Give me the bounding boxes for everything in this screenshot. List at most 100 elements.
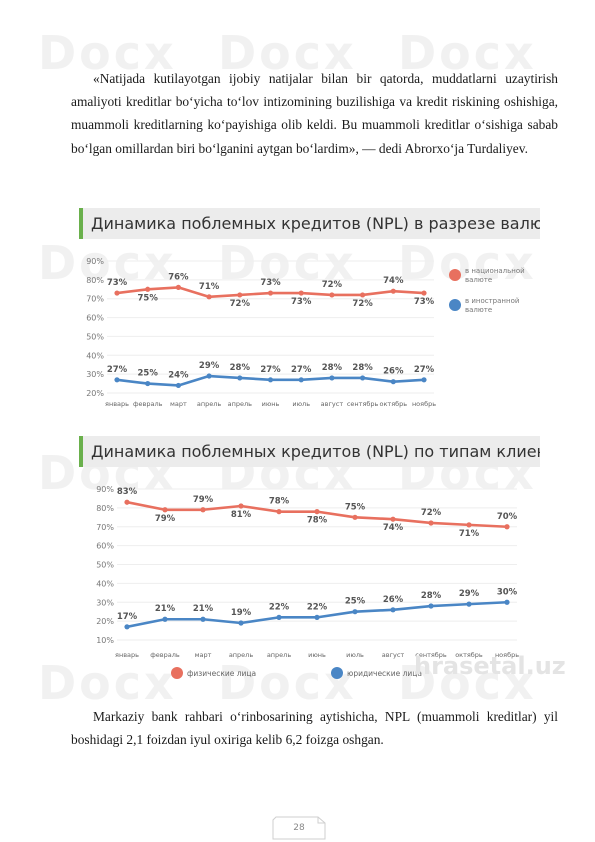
y-tick-label: 60% [86, 314, 104, 323]
data-label: 71% [459, 529, 480, 539]
data-label: 78% [307, 516, 328, 526]
data-point [504, 599, 510, 605]
chart-npl-by-currency: Динамика поблемных кредитов (NPL) в разр… [79, 208, 540, 412]
chart-npl-by-client: Динамика поблемных кредитов (NPL) по тип… [79, 436, 540, 682]
data-label: 72% [322, 280, 343, 290]
data-label: 71% [199, 282, 220, 292]
data-point [238, 503, 244, 509]
data-label: 28% [352, 363, 373, 373]
data-label: 27% [107, 365, 128, 375]
y-tick-label: 80% [96, 504, 114, 513]
y-tick-label: 90% [96, 485, 114, 494]
data-label: 29% [459, 589, 480, 599]
data-point [237, 292, 243, 298]
data-point [466, 601, 472, 607]
x-tick-label: сентябрь [415, 651, 447, 659]
data-point [276, 614, 282, 620]
data-point [124, 624, 130, 630]
data-label: 27% [414, 365, 435, 375]
x-tick-label: февраль [150, 651, 180, 659]
data-point [145, 380, 151, 387]
y-tick-label: 70% [86, 295, 104, 304]
x-tick-label: январь [115, 651, 139, 659]
data-point [504, 524, 510, 530]
x-tick-label: март [170, 400, 187, 408]
data-point [200, 507, 206, 513]
y-tick-label: 30% [86, 370, 104, 379]
data-point [267, 290, 274, 296]
x-tick-label: январь [105, 400, 129, 408]
data-point [421, 377, 427, 383]
y-tick-label: 20% [96, 617, 114, 626]
data-point [124, 499, 130, 505]
data-label: 74% [383, 523, 404, 533]
data-point [238, 620, 244, 626]
data-point [390, 288, 396, 294]
legend-label: валюте [465, 306, 492, 314]
data-label: 72% [421, 508, 442, 518]
data-label: 72% [352, 299, 373, 309]
data-label: 25% [138, 369, 159, 379]
legend-label: юридические лица [347, 669, 422, 678]
data-label: 25% [345, 597, 366, 607]
y-tick-label: 30% [96, 598, 114, 607]
body-paragraph: «Natijada kutilayotgan ijobiy natijalar … [71, 71, 558, 156]
data-label: 21% [155, 604, 176, 614]
x-tick-label: август [382, 651, 405, 659]
data-point [390, 379, 396, 385]
data-point [175, 284, 181, 290]
x-tick-label: сентябрь [347, 400, 379, 408]
data-point [206, 294, 212, 300]
data-point [206, 373, 212, 379]
x-tick-label: февраль [133, 400, 163, 408]
y-tick-label: 40% [96, 579, 114, 588]
data-point [145, 286, 151, 292]
x-tick-label: октябрь [380, 400, 408, 408]
data-point [329, 375, 335, 381]
page-number: 28 [293, 823, 305, 833]
x-tick-label: апрель [197, 400, 222, 408]
data-point [114, 377, 120, 383]
x-tick-label: март [195, 651, 212, 659]
legend-label: в иностранной [465, 297, 519, 305]
y-tick-label: 70% [96, 523, 114, 532]
data-label: 22% [307, 602, 328, 612]
data-label: 72% [230, 299, 251, 309]
data-label: 27% [291, 365, 312, 375]
data-point [276, 509, 282, 515]
legend-label: физические лица [187, 669, 256, 678]
data-point [162, 616, 168, 622]
page-frame-icon [272, 816, 326, 840]
data-point [298, 290, 304, 296]
data-point [175, 382, 181, 389]
data-point [162, 507, 168, 513]
data-point [114, 290, 120, 296]
data-label: 28% [230, 363, 251, 373]
data-label: 73% [260, 278, 281, 288]
data-label: 26% [383, 367, 404, 377]
y-tick-label: 90% [86, 257, 104, 266]
data-label: 83% [117, 487, 138, 497]
data-label: 75% [138, 293, 159, 303]
data-label: 73% [414, 297, 435, 307]
x-tick-label: октябрь [455, 651, 483, 659]
body-paragraph: Markaziy bank rahbari o‘rinbosarining ay… [71, 709, 558, 748]
x-tick-label: апрель [228, 400, 253, 408]
chart-title: Динамика поблемных кредитов (NPL) по тип… [79, 436, 540, 467]
data-label: 21% [193, 604, 214, 614]
data-label: 22% [269, 602, 290, 612]
chart-svg: 90% 80% 70% 60% 50% 40% 30% 20%январь февраль мар… [86, 257, 524, 408]
data-label: 81% [231, 510, 252, 520]
data-label: 30% [497, 587, 518, 597]
data-point [466, 522, 472, 528]
data-point [360, 292, 366, 298]
legend-marker [449, 299, 461, 311]
data-point [428, 520, 434, 526]
data-point [352, 609, 358, 615]
data-label: 75% [345, 502, 366, 512]
x-tick-label: июль [292, 400, 310, 408]
data-point [200, 616, 206, 622]
data-point [314, 509, 320, 515]
data-point [421, 290, 427, 296]
data-label: 76% [168, 272, 189, 282]
